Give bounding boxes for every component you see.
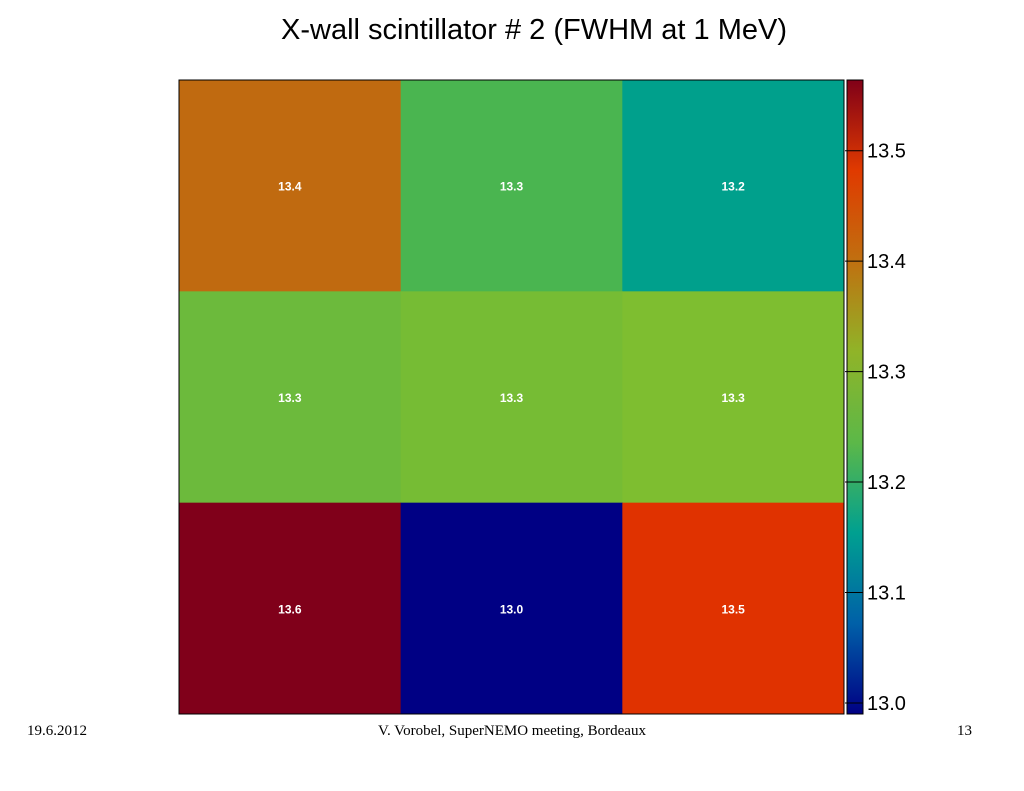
cell-value-label: 13.3 <box>721 391 745 405</box>
heatmap-cell <box>400 291 623 504</box>
cell-value-label: 13.2 <box>721 180 745 194</box>
plot-frame <box>178 79 845 715</box>
footer-center: V. Vorobel, SuperNEMO meeting, Bordeaux <box>378 723 646 739</box>
colorbar-tick-label: 13.2 <box>867 472 906 494</box>
cell-value-label: 13.3 <box>500 180 524 194</box>
heatmap-cell <box>622 291 845 504</box>
colorbar-tick-label: 13.0 <box>867 693 906 715</box>
footer-page-number: 13 <box>957 723 972 739</box>
page-title: X-wall scintillator # 2 (FWHM at 1 MeV) <box>281 14 787 46</box>
colorbar-tick-label: 13.3 <box>867 362 906 384</box>
colorbar-ticks: 13.0 13.1 13.2 13.3 13.4 13.5 <box>845 141 906 715</box>
cell-value-label: 13.6 <box>278 602 302 616</box>
colorbar-tick-label: 13.1 <box>867 583 906 605</box>
cell-value-label: 13.3 <box>500 391 524 405</box>
heatmap-cell <box>400 502 623 715</box>
heatmap-cell <box>179 80 402 292</box>
colorbar-tick-label: 13.4 <box>867 251 906 273</box>
heatmap-cell <box>622 80 845 292</box>
cell-value-label: 13.0 <box>500 602 524 616</box>
cell-value-label: 13.3 <box>278 391 302 405</box>
heatmap-cell <box>179 291 402 504</box>
colorbar-tick-label: 13.5 <box>867 141 906 163</box>
colorbar <box>846 79 864 715</box>
heatmap-cell <box>179 502 402 715</box>
heatmap-cell <box>622 502 845 715</box>
cell-value-label: 13.5 <box>721 602 745 616</box>
footer-date: 19.6.2012 <box>27 723 87 739</box>
cell-value-label: 13.4 <box>278 180 302 194</box>
heatmap-cell <box>400 80 623 292</box>
heatmap-cells: 13.4 13.3 13.2 13.3 13.3 13.3 13.6 13.0 13.5 <box>179 80 845 715</box>
